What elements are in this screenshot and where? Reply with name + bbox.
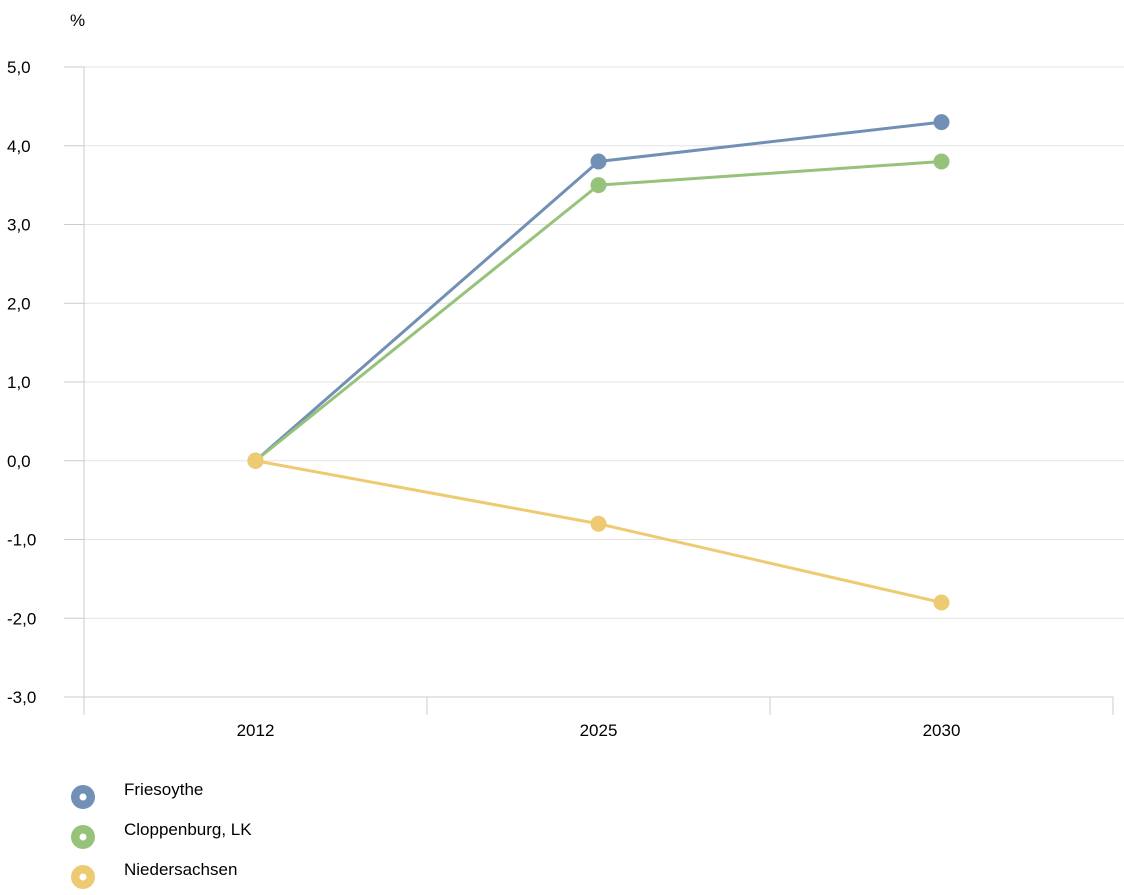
axes <box>83 67 1113 715</box>
legend: Friesoythe Cloppenburg, LK Niedersachsen <box>71 780 252 889</box>
data-point <box>933 114 950 131</box>
legend-marker-center <box>79 793 87 801</box>
series-lines <box>247 114 950 611</box>
y-tick-label: -1,0 <box>7 531 36 550</box>
y-axis-unit-label: % <box>70 11 85 30</box>
x-tick-label: 2025 <box>580 721 618 740</box>
data-point <box>247 452 264 469</box>
data-point <box>933 594 950 611</box>
legend-label: Friesoythe <box>124 780 203 799</box>
data-point <box>590 515 607 532</box>
y-tick-label: 1,0 <box>7 373 31 392</box>
y-tick-label: 4,0 <box>7 137 31 156</box>
data-point <box>590 153 607 170</box>
y-tick-label: 5,0 <box>7 58 31 77</box>
y-tick-label: 0,0 <box>7 452 31 471</box>
grid-lines <box>84 66 1124 619</box>
legend-marker-center <box>79 833 87 841</box>
y-tick-label: -2,0 <box>7 609 36 628</box>
y-axis-ticks: 5,0 4,0 3,0 2,0 1,0 0,0 -1,0 -2,0 -3,0 <box>7 58 84 707</box>
series-line <box>254 160 942 462</box>
data-point <box>590 177 607 194</box>
y-tick-label: 3,0 <box>7 216 31 235</box>
x-tick-label: 2012 <box>237 721 275 740</box>
legend-label: Niedersachsen <box>124 860 237 879</box>
x-axis-ticks: 2012 2025 2030 <box>237 697 1114 740</box>
data-point <box>933 153 950 170</box>
y-tick-label: -3,0 <box>7 688 36 707</box>
y-tick-label: 2,0 <box>7 294 31 313</box>
series-line <box>254 120 942 462</box>
legend-label: Cloppenburg, LK <box>124 820 252 839</box>
legend-marker-center <box>79 873 87 881</box>
x-tick-label: 2030 <box>923 721 961 740</box>
